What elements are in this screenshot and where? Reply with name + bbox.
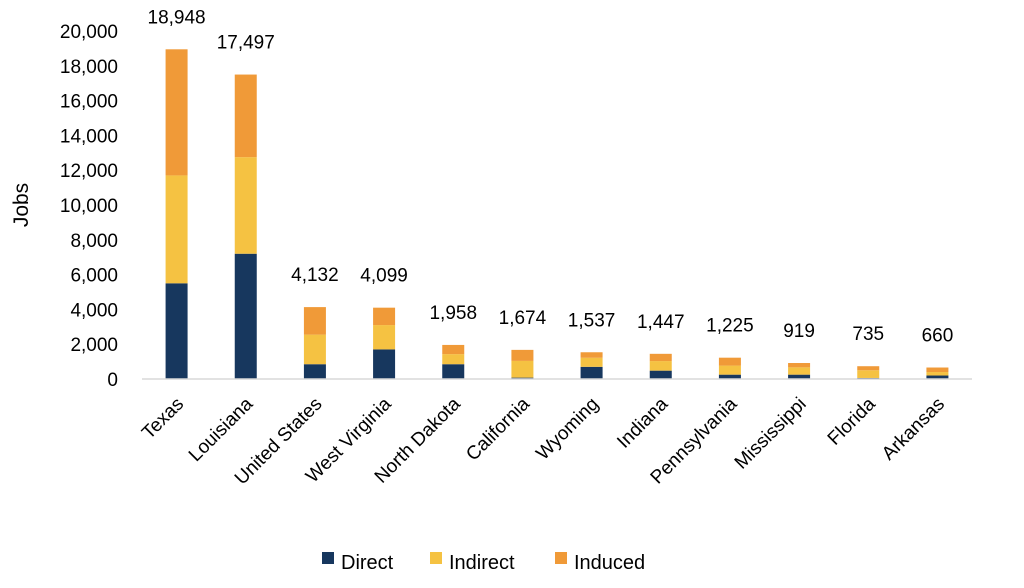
bar-indirect-pennsylvania	[718, 365, 741, 375]
y-tick-label: 10,000	[60, 196, 118, 217]
y-tick-label: 2,000	[70, 335, 118, 356]
legend-label-direct: Direct	[341, 552, 394, 574]
legend: Direct Indirect Induced	[322, 552, 645, 574]
bar-induced-mississippi	[788, 363, 811, 368]
bar-induced-indiana	[649, 353, 672, 362]
total-label-texas: 18,948	[148, 7, 206, 28]
y-tick-label: 12,000	[60, 161, 118, 182]
total-label-united-states: 4,132	[291, 265, 339, 286]
y-tick-label: 18,000	[60, 57, 118, 78]
total-label-louisiana: 17,497	[217, 33, 275, 54]
legend-swatch-induced	[555, 552, 567, 564]
x-tick-label-wyoming: Wyoming	[532, 394, 603, 465]
bar-direct-pennsylvania	[718, 374, 741, 379]
bar-indirect-texas	[165, 175, 188, 284]
bar-direct-north-dakota	[442, 364, 465, 379]
y-tick-label: 14,000	[60, 126, 118, 147]
bar-indirect-mississippi	[788, 367, 811, 375]
bar-indirect-louisiana	[234, 157, 257, 254]
total-label-arkansas: 660	[922, 326, 954, 347]
total-label-mississippi: 919	[783, 321, 815, 342]
x-tick-label-arkansas: Arkansas	[878, 394, 949, 465]
bar-induced-louisiana	[234, 74, 257, 158]
bar-indirect-arkansas	[926, 372, 949, 376]
bar-induced-west-virginia	[373, 307, 396, 326]
y-tick-label: 4,000	[70, 300, 118, 321]
bar-induced-wyoming	[580, 352, 603, 358]
bars	[165, 49, 949, 379]
bar-direct-united-states	[303, 364, 326, 379]
bar-direct-arkansas	[926, 375, 949, 379]
y-tick-label: 20,000	[60, 22, 118, 43]
total-labels: 18,948 17,497 4,132 4,099 1,958 1,674 1,537 1,4…	[148, 7, 954, 346]
total-label-pennsylvania: 1,225	[706, 316, 754, 337]
total-label-wyoming: 1,537	[568, 310, 616, 331]
x-tick-label-texas: Texas	[138, 394, 188, 444]
bar-induced-pennsylvania	[718, 357, 741, 366]
bar-indirect-wyoming	[580, 357, 603, 367]
bar-direct-west-virginia	[373, 349, 396, 379]
y-axis: 0 2,000 4,000 6,000 8,000 10,000 12,000 14,000 1…	[60, 22, 118, 391]
total-label-indiana: 1,447	[637, 312, 685, 333]
y-tick-label: 0	[107, 370, 118, 391]
y-axis-title: Jobs	[10, 183, 33, 227]
y-tick-label: 16,000	[60, 92, 118, 113]
bar-direct-mississippi	[788, 374, 811, 379]
bar-induced-arkansas	[926, 367, 949, 373]
total-label-north-dakota: 1,958	[429, 303, 477, 324]
bar-induced-united-states	[303, 307, 326, 335]
bar-direct-texas	[165, 283, 188, 379]
bar-indirect-florida	[857, 370, 880, 378]
bar-induced-texas	[165, 49, 188, 176]
x-tick-label-louisiana: Louisiana	[185, 393, 258, 466]
bar-indirect-indiana	[649, 361, 672, 371]
y-tick-label: 8,000	[70, 231, 118, 252]
x-tick-label-florida: Florida	[824, 393, 880, 449]
legend-swatch-direct	[322, 552, 334, 564]
bar-direct-louisiana	[234, 253, 257, 379]
legend-label-indirect: Indirect	[449, 552, 515, 574]
bar-direct-indiana	[649, 370, 672, 379]
bar-induced-florida	[857, 366, 880, 371]
bar-indirect-north-dakota	[442, 354, 465, 365]
legend-label-induced: Induced	[574, 552, 645, 574]
bar-indirect-west-virginia	[373, 325, 396, 350]
x-tick-label-mississippi: Mississippi	[731, 394, 811, 474]
bar-induced-north-dakota	[442, 344, 465, 355]
legend-swatch-indirect	[430, 552, 442, 564]
total-label-california: 1,674	[499, 308, 547, 329]
total-label-west-virginia: 4,099	[360, 266, 408, 287]
x-tick-label-california: California	[462, 393, 534, 465]
y-tick-label: 6,000	[70, 266, 118, 287]
total-label-florida: 735	[852, 324, 884, 345]
x-tick-label-indiana: Indiana	[613, 393, 672, 452]
bar-induced-california	[511, 349, 534, 361]
bar-indirect-california	[511, 360, 534, 378]
bar-direct-wyoming	[580, 366, 603, 379]
bar-indirect-united-states	[303, 334, 326, 365]
